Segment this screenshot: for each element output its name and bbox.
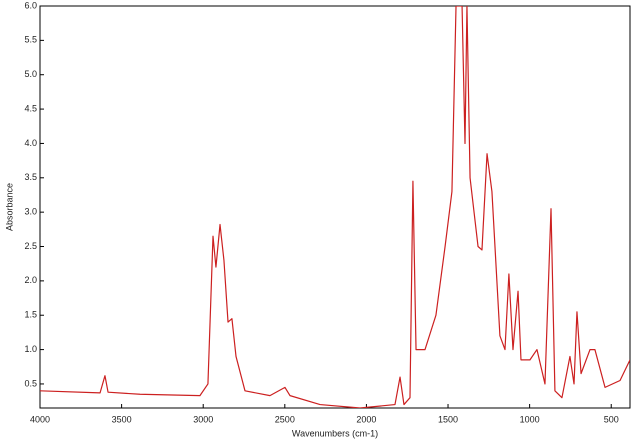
x-tick-label: 500 bbox=[604, 414, 619, 424]
x-tick-label: 1500 bbox=[438, 414, 458, 424]
y-tick-label: 2.0 bbox=[24, 275, 37, 285]
y-tick-label: 3.5 bbox=[24, 172, 37, 182]
x-tick-label: 1000 bbox=[520, 414, 540, 424]
x-tick-label: 2000 bbox=[356, 414, 376, 424]
y-axis-label: Absorbance bbox=[4, 183, 14, 231]
y-tick-label: 4.0 bbox=[24, 138, 37, 148]
y-tick-label: 2.5 bbox=[24, 241, 37, 251]
x-axis-label: Wavenumbers (cm-1) bbox=[292, 428, 378, 438]
plot-frame bbox=[39, 5, 631, 409]
x-tick-label: 3500 bbox=[112, 414, 132, 424]
x-tick-label: 4000 bbox=[30, 414, 50, 424]
y-tick-label: 5.5 bbox=[24, 35, 37, 45]
y-tick-label: 1.0 bbox=[24, 344, 37, 354]
x-tick-label: 2500 bbox=[275, 414, 295, 424]
y-tick-label: 4.5 bbox=[24, 103, 37, 113]
y-tick-label: 3.0 bbox=[24, 207, 37, 217]
y-tick-label: 5.0 bbox=[24, 69, 37, 79]
spectrum-line bbox=[40, 6, 630, 408]
y-tick-label: 6.0 bbox=[24, 0, 37, 10]
y-tick-label: 1.5 bbox=[24, 310, 37, 320]
x-tick-label: 3000 bbox=[193, 414, 213, 424]
y-tick-label: 0.5 bbox=[24, 378, 37, 388]
